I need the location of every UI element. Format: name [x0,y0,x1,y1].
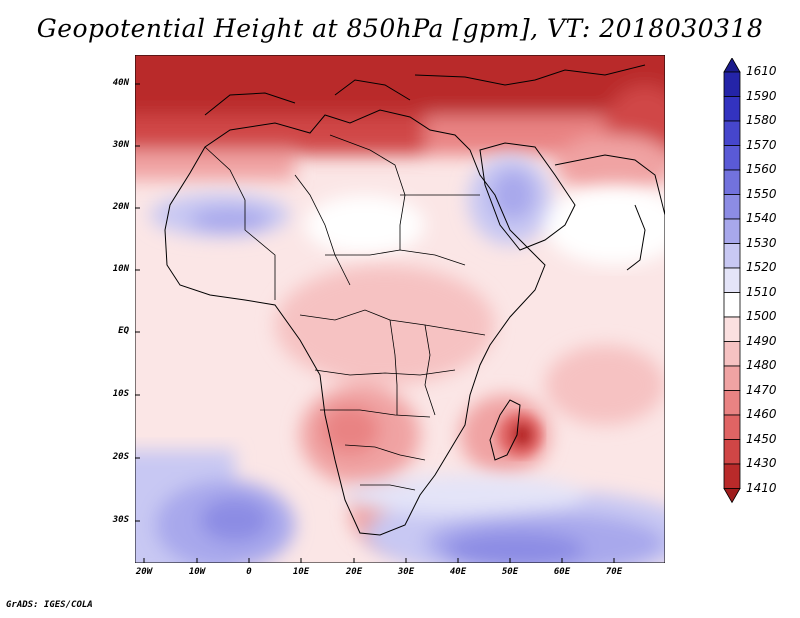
colorbar-top-arrow [723,58,741,73]
colorbar-label: 1560 [746,162,777,176]
colorbar-label: 1490 [746,333,777,348]
lat-tick-label: 30N [112,140,129,150]
colorbar-box [723,243,741,269]
lon-tick-label: 70E [605,567,623,577]
colorbar-label: 1570 [746,137,777,152]
colorbar-label: 1610 [746,64,777,78]
coastlines [164,64,665,536]
lat-tick-label: 20S [112,452,129,462]
colorbar-box [723,120,741,146]
colorbar-label: 1480 [746,358,777,372]
lon-tick-label: 0 [246,567,252,577]
colorbar-label: 1410 [746,480,777,495]
colorbar-box [723,414,741,440]
country-borders [204,134,486,491]
lat-tick-label: 10S [112,389,129,399]
lon-tick-label: 10W [188,567,206,577]
grads-credit: GrADS: IGES/COLA [6,600,93,610]
lat-tick-label: 10N [112,264,129,274]
colorbar-box [723,71,741,97]
colorbar [723,58,741,504]
colorbar-box [723,218,741,244]
lon-tick-label: 20W [135,567,153,577]
map-plot-area[interactable] [135,55,665,563]
lon-tick-label: 30E [397,567,415,577]
colorbar-box [723,292,741,318]
colorbar-label: 1540 [746,211,777,225]
colorbar-box [723,194,741,220]
colorbar-label: 1450 [746,431,777,446]
colorbar-label: 1500 [746,309,777,323]
lat-tick-label: 20N [112,202,129,212]
colorbar-box [723,365,741,391]
chart-title: Geopotential Height at 850hPa [gpm], VT:… [36,14,764,43]
colorbar-box [723,341,741,367]
lat-tick-label: 40N [112,78,129,88]
lat-tick-label: EQ [118,326,129,336]
colorbar-label: 1530 [746,235,777,250]
lon-tick-label: 40E [449,567,467,577]
lon-tick-label: 20E [345,567,363,577]
colorbar-box [723,316,741,342]
colorbar-box [723,145,741,171]
colorbar-box [723,463,741,489]
colorbar-label: 1510 [746,284,777,299]
colorbar-box [723,267,741,293]
lon-tick-label: 10E [292,567,310,577]
colorbar-label: 1550 [746,186,777,201]
colorbar-box [723,390,741,416]
colorbar-box [723,169,741,195]
colorbar-box [723,439,741,465]
colorbar-box [723,96,741,122]
lon-tick-label: 50E [501,567,519,577]
colorbar-label: 1590 [746,88,777,103]
geopotential-field [135,55,665,563]
colorbar-label: 1520 [746,260,777,274]
colorbar-label: 1470 [746,382,777,397]
colorbar-label: 1580 [746,113,777,127]
colorbar-label: 1460 [746,407,777,421]
colorbar-bottom-arrow [723,488,741,504]
lat-tick-label: 30S [112,515,129,525]
lon-tick-label: 60E [553,567,571,577]
colorbar-label: 1430 [746,456,777,470]
